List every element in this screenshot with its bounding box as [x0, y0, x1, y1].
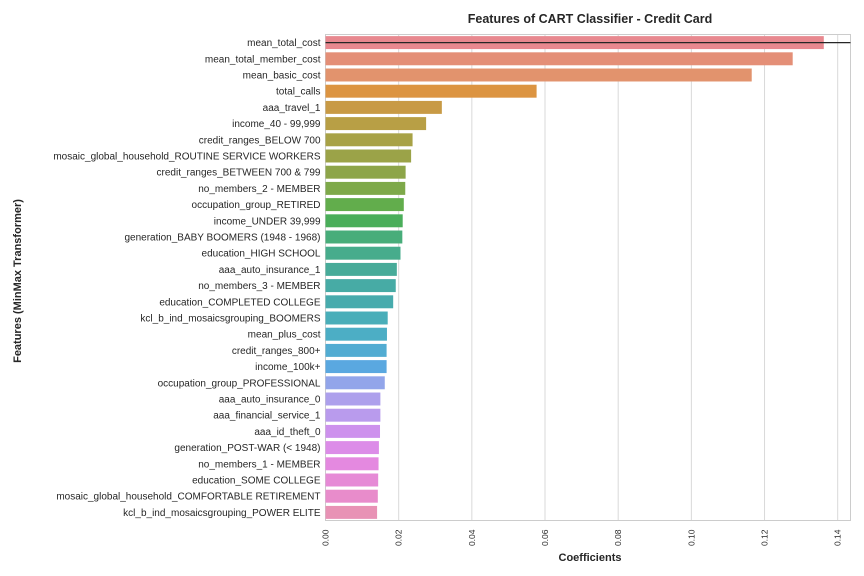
category-label: aaa_auto_insurance_1	[219, 265, 321, 276]
bar	[325, 489, 378, 503]
chart-title: Features of CART Classifier - Credit Car…	[468, 12, 713, 26]
bar	[325, 52, 793, 66]
grid-layer	[398, 34, 839, 521]
category-label: credit_ranges_BETWEEN 700 & 799	[157, 168, 321, 179]
category-label: total_calls	[276, 87, 320, 98]
category-label: aaa_financial_service_1	[213, 411, 321, 422]
category-label: mean_basic_cost	[243, 71, 321, 82]
category-label: occupation_group_RETIRED	[192, 200, 321, 211]
category-label: aaa_id_theft_0	[254, 427, 321, 438]
category-label: credit_ranges_800+	[232, 346, 321, 357]
category-label: education_SOME COLLEGE	[192, 476, 321, 487]
bar	[325, 149, 412, 163]
bar	[325, 214, 403, 228]
bar	[325, 279, 396, 293]
bar	[325, 457, 379, 471]
category-label-layer: mean_total_cost mean_total_member_costmea…	[53, 38, 321, 519]
bar	[325, 181, 406, 195]
x-tick-layer: 0.00 0.02 0.04 0.06 0.08 0.10 0.12 0.14	[321, 529, 843, 546]
bar-layer	[325, 36, 824, 519]
category-label: kcl_b_ind_mosaicsgrouping_BOOMERS	[140, 314, 320, 325]
bar	[325, 408, 381, 422]
bar	[325, 295, 394, 309]
category-label: aaa_auto_insurance_0	[219, 395, 321, 406]
category-label: aaa_travel_1	[263, 103, 321, 114]
category-label: kcl_b_ind_mosaicsgrouping_POWER ELITE	[123, 508, 321, 519]
category-label: no_members_1 - MEMBER	[198, 459, 320, 470]
bar	[325, 230, 403, 244]
category-label: mean_plus_cost	[248, 330, 321, 341]
category-label: generation_BABY BOOMERS (1948 - 1968)	[124, 233, 320, 244]
bar	[325, 117, 427, 131]
x-tick-label: 0.14	[833, 529, 843, 546]
category-label: no_members_3 - MEMBER	[198, 281, 320, 292]
x-tick-label: 0.10	[686, 529, 696, 546]
bar	[325, 246, 401, 260]
x-tick-label: 0.12	[760, 529, 770, 546]
category-label: mean_total_member_cost	[205, 54, 321, 65]
bar	[325, 376, 385, 390]
category-label: generation_POST-WAR (< 1948)	[174, 443, 320, 454]
x-axis-title: Coefficients	[559, 552, 622, 564]
category-label: income_UNDER 39,999	[214, 216, 321, 227]
bar	[325, 360, 387, 374]
bar	[325, 424, 381, 438]
bar	[325, 311, 388, 325]
category-label: mosaic_global_household_COMFORTABLE RETI…	[56, 492, 320, 503]
category-label: mean_total_cost	[247, 38, 321, 49]
x-tick-label: 0.06	[540, 529, 550, 546]
y-axis-title: Features (MinMax Transformer)	[12, 199, 24, 363]
category-label: income_100k+	[255, 362, 320, 373]
x-tick-label: 0.02	[394, 529, 404, 546]
bar	[325, 262, 397, 276]
category-label: mosaic_global_household_ROUTINE SERVICE …	[53, 152, 320, 163]
bar	[325, 165, 406, 179]
bar	[325, 327, 387, 341]
bar	[325, 441, 379, 455]
plot-frame	[325, 34, 851, 521]
bar	[325, 343, 387, 357]
category-label: credit_ranges_BELOW 700	[199, 135, 321, 146]
category-label: no_members_2 - MEMBER	[198, 184, 320, 195]
bar	[325, 505, 378, 519]
x-tick-label: 0.04	[467, 529, 477, 546]
x-tick-label: 0.00	[321, 529, 331, 546]
bar	[325, 198, 404, 212]
category-label: education_COMPLETED COLLEGE	[159, 297, 321, 308]
category-label: income_40 - 99,999	[232, 119, 321, 130]
bar	[325, 84, 537, 98]
category-label: occupation_group_PROFESSIONAL	[158, 378, 321, 389]
bar	[325, 100, 442, 114]
bar	[325, 68, 752, 82]
x-tick-label: 0.08	[613, 529, 623, 546]
bar	[325, 473, 379, 487]
category-label: education_HIGH SCHOOL	[202, 249, 321, 260]
bar	[325, 392, 381, 406]
bar	[325, 133, 413, 147]
